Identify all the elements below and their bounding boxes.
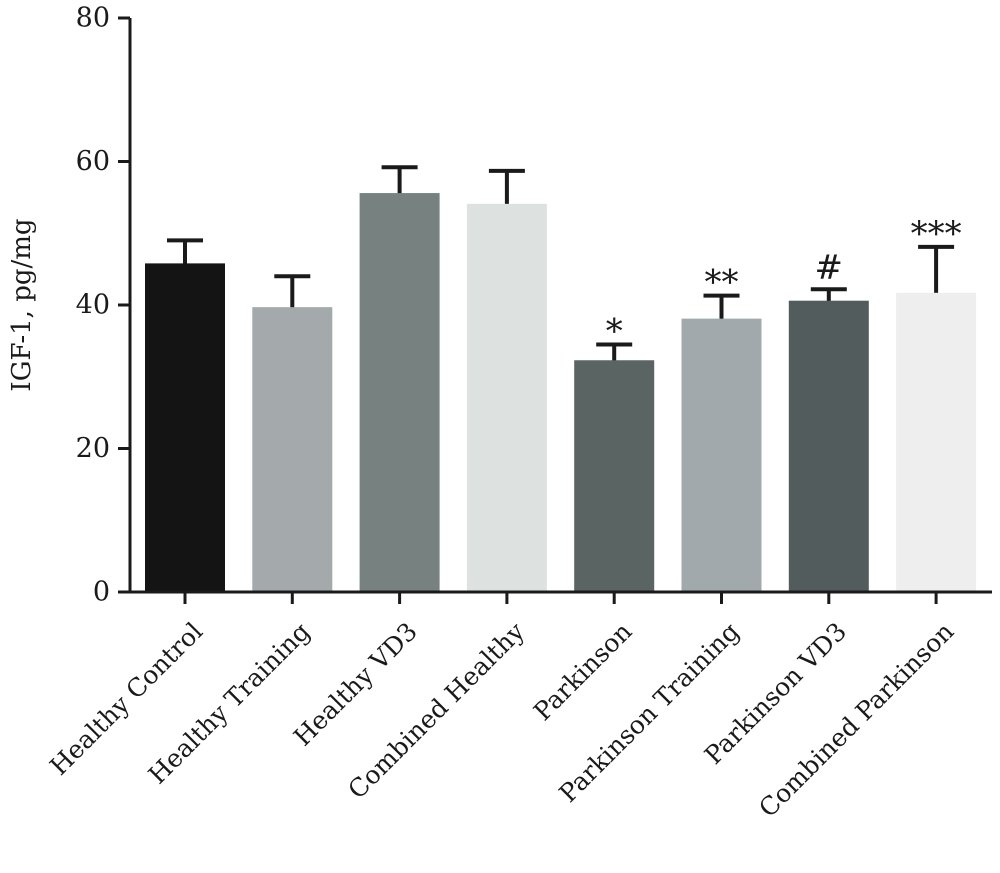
bar xyxy=(574,360,655,592)
y-tick-label: 20 xyxy=(76,433,110,464)
y-axis-ticks: 0 20 40 60 80 xyxy=(76,3,130,608)
x-category-label: Combined Healthy xyxy=(342,616,530,804)
y-tick-label: 0 xyxy=(93,577,110,608)
bar xyxy=(145,263,225,592)
significance-marker: ** xyxy=(705,263,739,303)
significance-marker: * xyxy=(606,311,623,351)
y-tick-label: 60 xyxy=(76,146,110,177)
bar xyxy=(788,300,869,592)
bar xyxy=(252,307,333,592)
axes xyxy=(128,18,992,594)
bars xyxy=(145,165,977,592)
bar xyxy=(466,203,547,592)
y-tick-label: 80 xyxy=(76,3,110,34)
significance-marker: # xyxy=(815,248,844,288)
significance-marker: *** xyxy=(911,214,962,254)
bar xyxy=(359,193,440,592)
bar xyxy=(896,292,977,592)
x-category-label: Parkinson xyxy=(528,617,637,726)
y-tick-label: 40 xyxy=(76,290,110,321)
y-axis-title: IGF-1, pg/mg xyxy=(7,218,37,391)
x-category-label: Combined Parkinson xyxy=(753,617,959,823)
x-category-label: Parkinson Training xyxy=(554,617,745,808)
significance-annotations: *** #*** xyxy=(606,214,962,352)
bar xyxy=(681,318,762,592)
